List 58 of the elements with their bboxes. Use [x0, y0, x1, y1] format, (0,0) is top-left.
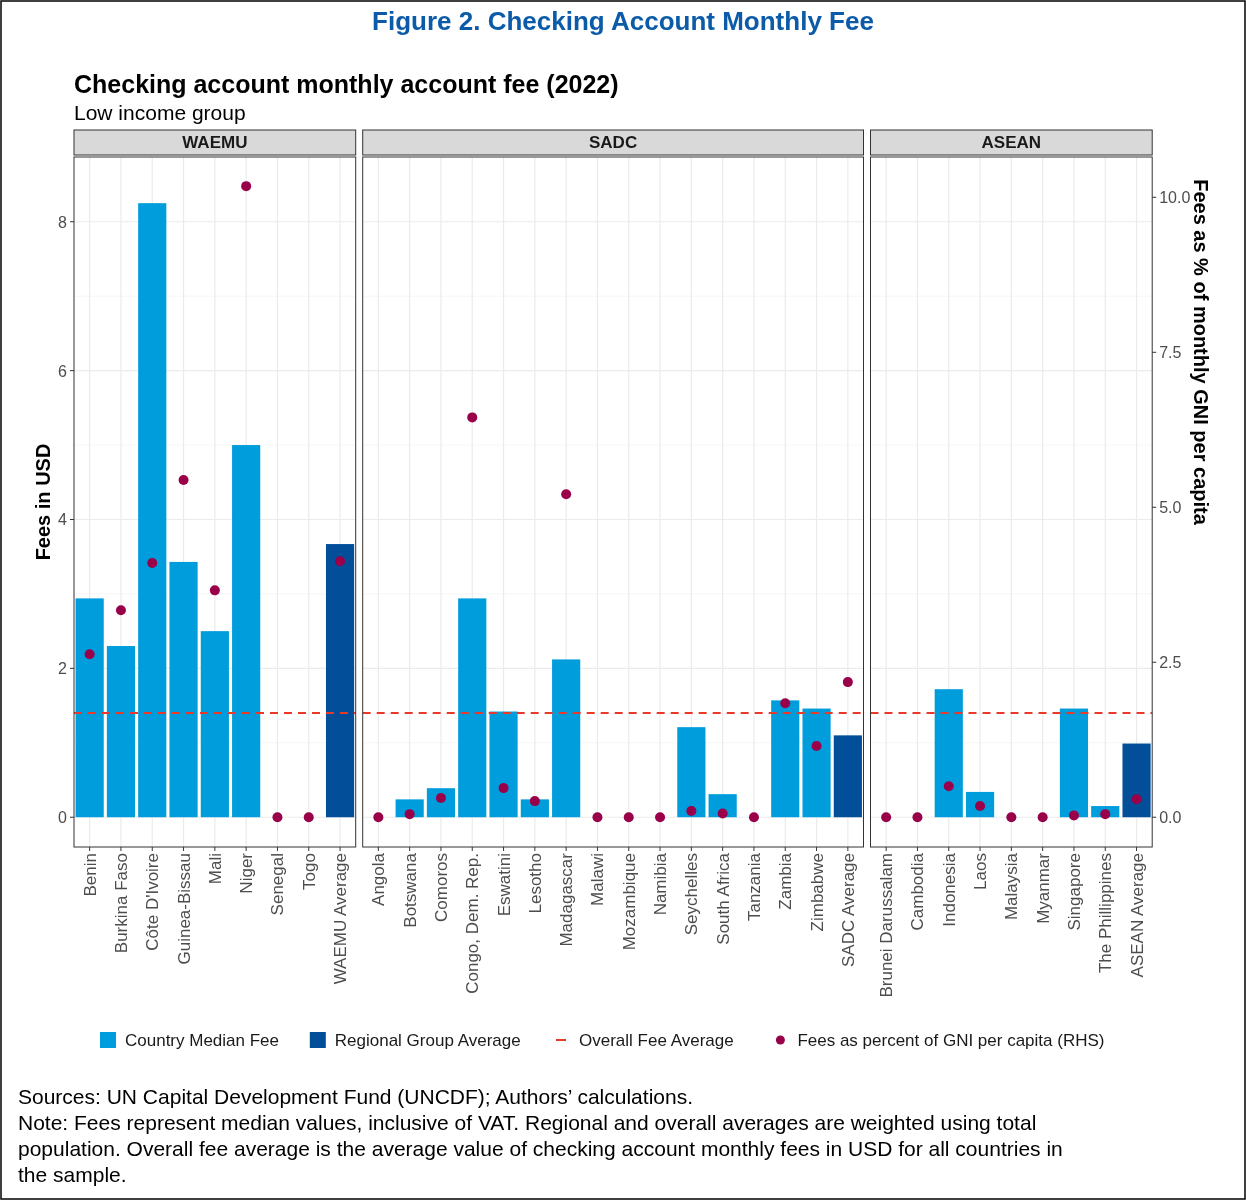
y-axis-title: Fees in USD: [32, 443, 54, 561]
y-tick-label: 2: [58, 660, 68, 678]
legend-label: Regional Group Average: [334, 1031, 521, 1050]
y2-axis-title: Fees as % of monthly GNI per capita: [1190, 179, 1213, 526]
legend-label: Country Median Fee: [125, 1031, 280, 1050]
source-note: Sources: UN Capital Development Fund (UNCDF); Authors’ calculations.: [18, 1085, 693, 1108]
x-tick-label: Zambia: [776, 852, 796, 910]
x-tick-label: Senegal: [268, 853, 288, 916]
x-tick-label: Botswana: [400, 852, 420, 928]
x-tick-label: WAEMU Average: [331, 853, 351, 985]
text: Low income group: [74, 101, 246, 124]
chart-title: ASEAN: [981, 133, 1042, 152]
x-tick-label: Seychelles: [682, 853, 702, 936]
legend-label: Overall Fee Average: [579, 1031, 734, 1050]
x-tick-label: South Africa: [713, 852, 733, 945]
y-tick-label: 6: [58, 362, 68, 380]
caption: Figure 2. Checking Account Monthly Fee: [372, 6, 874, 36]
x-tick-label: Zimbabwe: [807, 853, 827, 932]
x-tick-label: Namibia: [651, 852, 671, 916]
x-tick-label: Togo: [299, 853, 319, 890]
text: Checking account monthly account fee (2022): [74, 70, 619, 98]
x-tick-label: Malaysia: [1002, 852, 1022, 921]
x-tick-label: Eswatini: [494, 853, 514, 917]
x-tick-label: SADC Average: [838, 853, 858, 968]
x-tick-label: Burkina Faso: [111, 853, 131, 954]
y-tick-label: 4: [58, 511, 68, 529]
x-tick-label: Madagascar: [557, 852, 577, 947]
x-tick-label: Myanmar: [1033, 852, 1053, 924]
x-tick-label: Laos: [971, 853, 991, 890]
y2-tick-label: 0.0: [1159, 809, 1182, 827]
x-tick-label: Malawi: [588, 853, 608, 906]
x-tick-label: Côte D'Ivoire: [143, 853, 163, 951]
x-tick-label: Benin: [80, 853, 100, 897]
x-tick-label: Lesotho: [525, 853, 545, 914]
x-tick-label: Niger: [237, 852, 257, 894]
x-tick-label: Brunei Darussalam: [877, 853, 897, 998]
chart-title: WAEMU: [182, 133, 248, 152]
x-tick-label: Mali: [205, 853, 225, 885]
x-tick-label: Tanzania: [744, 852, 764, 922]
y-tick-label: 8: [58, 213, 68, 231]
legend-label: Fees as percent of GNI per capita (RHS): [797, 1031, 1105, 1050]
x-tick-label: Angola: [369, 852, 389, 906]
y2-tick-label: 5.0: [1159, 499, 1182, 517]
x-tick-label: ASEAN Average: [1127, 853, 1147, 978]
y2-tick-label: 7.5: [1159, 344, 1182, 362]
x-tick-label: Congo, Dem. Rep.: [463, 853, 483, 994]
text: Note: Fees represent median values, inclusive of VAT. Regional and overall averages are weighted using total population. Overall fee average is the average value of checking account monthly fees in USD for all countries in the sample.: [18, 1111, 1063, 1186]
x-tick-label: Cambodia: [908, 852, 928, 931]
x-tick-label: Mozambique: [619, 853, 639, 951]
x-tick-label: Comoros: [431, 853, 451, 922]
x-tick-label: Indonesia: [939, 852, 959, 927]
x-tick-label: Guinea-Bissau: [174, 853, 194, 965]
y-tick-label: 0: [58, 809, 68, 827]
chart-title: SADC: [589, 133, 638, 152]
y2-tick-label: 2.5: [1159, 654, 1182, 672]
x-tick-label: The Phillippines: [1096, 853, 1116, 974]
x-tick-label: Singapore: [1064, 853, 1084, 931]
y2-tick-label: 10.0: [1159, 189, 1191, 207]
